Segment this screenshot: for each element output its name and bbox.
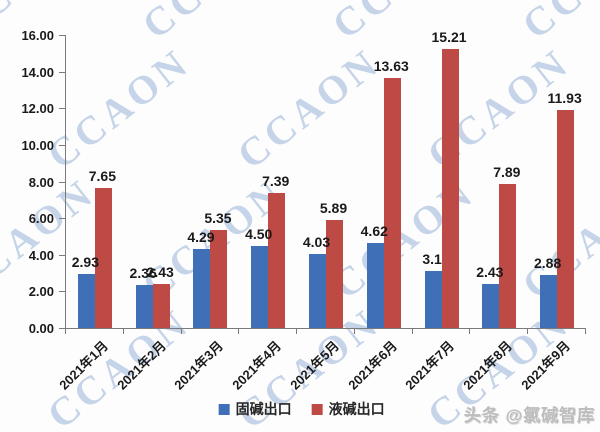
toutiao-watermark: 头条 @氯碱智库 (463, 406, 595, 425)
legend-label: 固碱出口 (235, 401, 292, 417)
bar-liquid-caustic-export-m9 (557, 109, 575, 328)
data-label-liquid-caustic-export-m1: 7.65 (88, 167, 116, 184)
y-axis-tick-label: 12.00 (21, 101, 54, 117)
chart-legend: 固碱出口 液碱出口 (218, 399, 385, 419)
bar-liquid-caustic-export-m1 (94, 187, 112, 328)
y-axis-tick (59, 181, 65, 183)
legend-swatch-icon (311, 403, 323, 415)
bar-liquid-caustic-export-m8 (499, 183, 517, 328)
x-axis-tick (296, 329, 298, 334)
data-label-solid-caustic-export-m8: 2.43 (476, 263, 504, 280)
bar-solid-caustic-export-m3 (193, 249, 211, 328)
y-axis-tick-label: 2.00 (28, 284, 54, 300)
data-label-solid-caustic-export-m2: 2.36 (129, 264, 157, 281)
y-axis-tick-label: 16.00 (21, 28, 54, 43)
x-axis-tick (353, 329, 355, 334)
y-axis-tick (59, 71, 65, 73)
bar-solid-caustic-export-m2 (135, 284, 153, 328)
y-axis-tick-label: 0.00 (28, 321, 54, 336)
x-axis-tick (122, 329, 124, 334)
data-label-liquid-caustic-export-m9: 11.93 (547, 89, 582, 106)
x-axis-tick (469, 329, 471, 334)
y-axis-tick (59, 291, 65, 293)
data-label-liquid-caustic-export-m6: 13.63 (373, 58, 409, 75)
data-label-liquid-caustic-export-m7: 15.21 (431, 29, 467, 46)
data-label-solid-caustic-export-m3: 4.29 (187, 229, 215, 246)
bar-liquid-caustic-export-m2 (152, 283, 170, 328)
x-axis-tick (238, 329, 240, 334)
bar-solid-caustic-export-m4 (251, 245, 269, 328)
y-axis-tick (59, 108, 65, 110)
bar-liquid-caustic-export-m6 (383, 78, 401, 328)
data-label-solid-caustic-export-m1: 2.93 (71, 254, 99, 271)
legend-item-liquid-caustic-export: 液碱出口 (311, 399, 385, 419)
y-axis-tick (59, 254, 65, 256)
legend-label: 液碱出口 (328, 401, 385, 417)
bar-solid-caustic-export-m1 (77, 274, 95, 328)
bar-solid-caustic-export-m8 (482, 283, 500, 328)
legend-item-solid-caustic-export: 固碱出口 (218, 399, 292, 419)
y-axis-tick (59, 328, 65, 329)
y-axis-tick-label: 4.00 (28, 247, 54, 263)
x-axis-tick (411, 329, 413, 334)
data-label-solid-caustic-export-m9: 2.88 (533, 255, 562, 272)
data-label-liquid-caustic-export-m4: 7.39 (262, 172, 290, 189)
y-axis-tick (59, 218, 65, 220)
plot-area (65, 35, 586, 329)
bar-liquid-caustic-export-m7 (441, 49, 459, 328)
data-label-solid-caustic-export-m4: 4.50 (245, 225, 273, 242)
y-axis-tick-label: 8.00 (28, 174, 54, 190)
bar-liquid-caustic-export-m5 (326, 220, 343, 328)
x-axis-tick (65, 329, 66, 334)
bar-solid-caustic-export-m7 (424, 271, 442, 328)
bar-solid-caustic-export-m5 (309, 254, 326, 328)
y-axis-tick (59, 35, 65, 36)
bar-liquid-caustic-export-m3 (210, 230, 228, 328)
data-label-liquid-caustic-export-m5: 5.89 (319, 200, 348, 217)
bar-liquid-caustic-export-m4 (268, 192, 286, 328)
data-label-liquid-caustic-export-m2: 2.43 (146, 263, 174, 280)
bar-solid-caustic-export-m9 (540, 275, 558, 328)
x-axis-tick (180, 329, 182, 334)
bar-solid-caustic-export-m6 (366, 243, 384, 328)
x-axis-tick (527, 329, 529, 334)
ccaon-watermark: CCAON (0, 299, 8, 432)
data-label-solid-caustic-export-m5: 4.03 (302, 234, 331, 251)
data-label-liquid-caustic-export-m8: 7.89 (493, 163, 521, 180)
y-axis-tick-label: 14.00 (21, 64, 54, 80)
x-axis-tick (585, 329, 586, 334)
data-label-solid-caustic-export-m6: 4.62 (360, 223, 388, 240)
y-axis-tick (59, 144, 65, 146)
data-label-liquid-caustic-export-m3: 5.35 (204, 210, 232, 227)
legend-swatch-icon (218, 403, 230, 415)
y-axis-tick-label: 6.00 (28, 211, 54, 227)
data-label-solid-caustic-export-m7: 3.1 (422, 251, 442, 268)
y-axis-tick-label: 10.00 (21, 137, 54, 153)
